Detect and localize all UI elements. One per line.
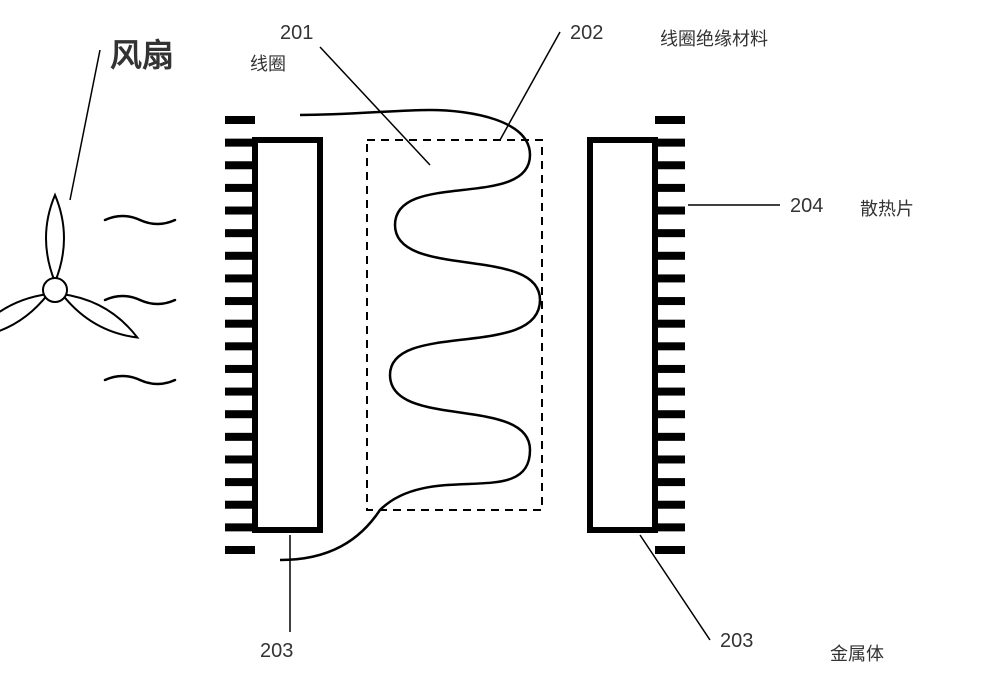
- callout-204-text: 散热片: [860, 195, 914, 221]
- airflow-lines: [105, 216, 175, 384]
- heat-fins-left: [225, 116, 255, 554]
- callout-203-left-num: 203: [260, 640, 293, 663]
- coil-insulation-box: [367, 140, 542, 510]
- callout-203-right-text: 金属体: [830, 640, 884, 666]
- diagram-svg: [0, 0, 1000, 697]
- callout-202-text: 线圈绝缘材料: [660, 25, 768, 51]
- heat-fins-right: [655, 116, 685, 554]
- metal-block-right: [590, 140, 655, 530]
- callout-203-right-num: 203: [720, 630, 753, 653]
- fan-icon: [0, 195, 142, 345]
- callout-201-num: 201: [280, 22, 313, 45]
- diagram-canvas: 风扇 201 线圈 202 线圈绝缘材料 204 散热片 203 203 金属体: [0, 0, 1000, 697]
- metal-block-left: [255, 140, 320, 530]
- callout-202-num: 202: [570, 22, 603, 45]
- callout-201-text: 线圈: [250, 50, 286, 76]
- leader-lines: [290, 32, 780, 640]
- fan-leader: [70, 50, 100, 200]
- callout-204-num: 204: [790, 195, 823, 218]
- fan-title: 风扇: [110, 30, 174, 76]
